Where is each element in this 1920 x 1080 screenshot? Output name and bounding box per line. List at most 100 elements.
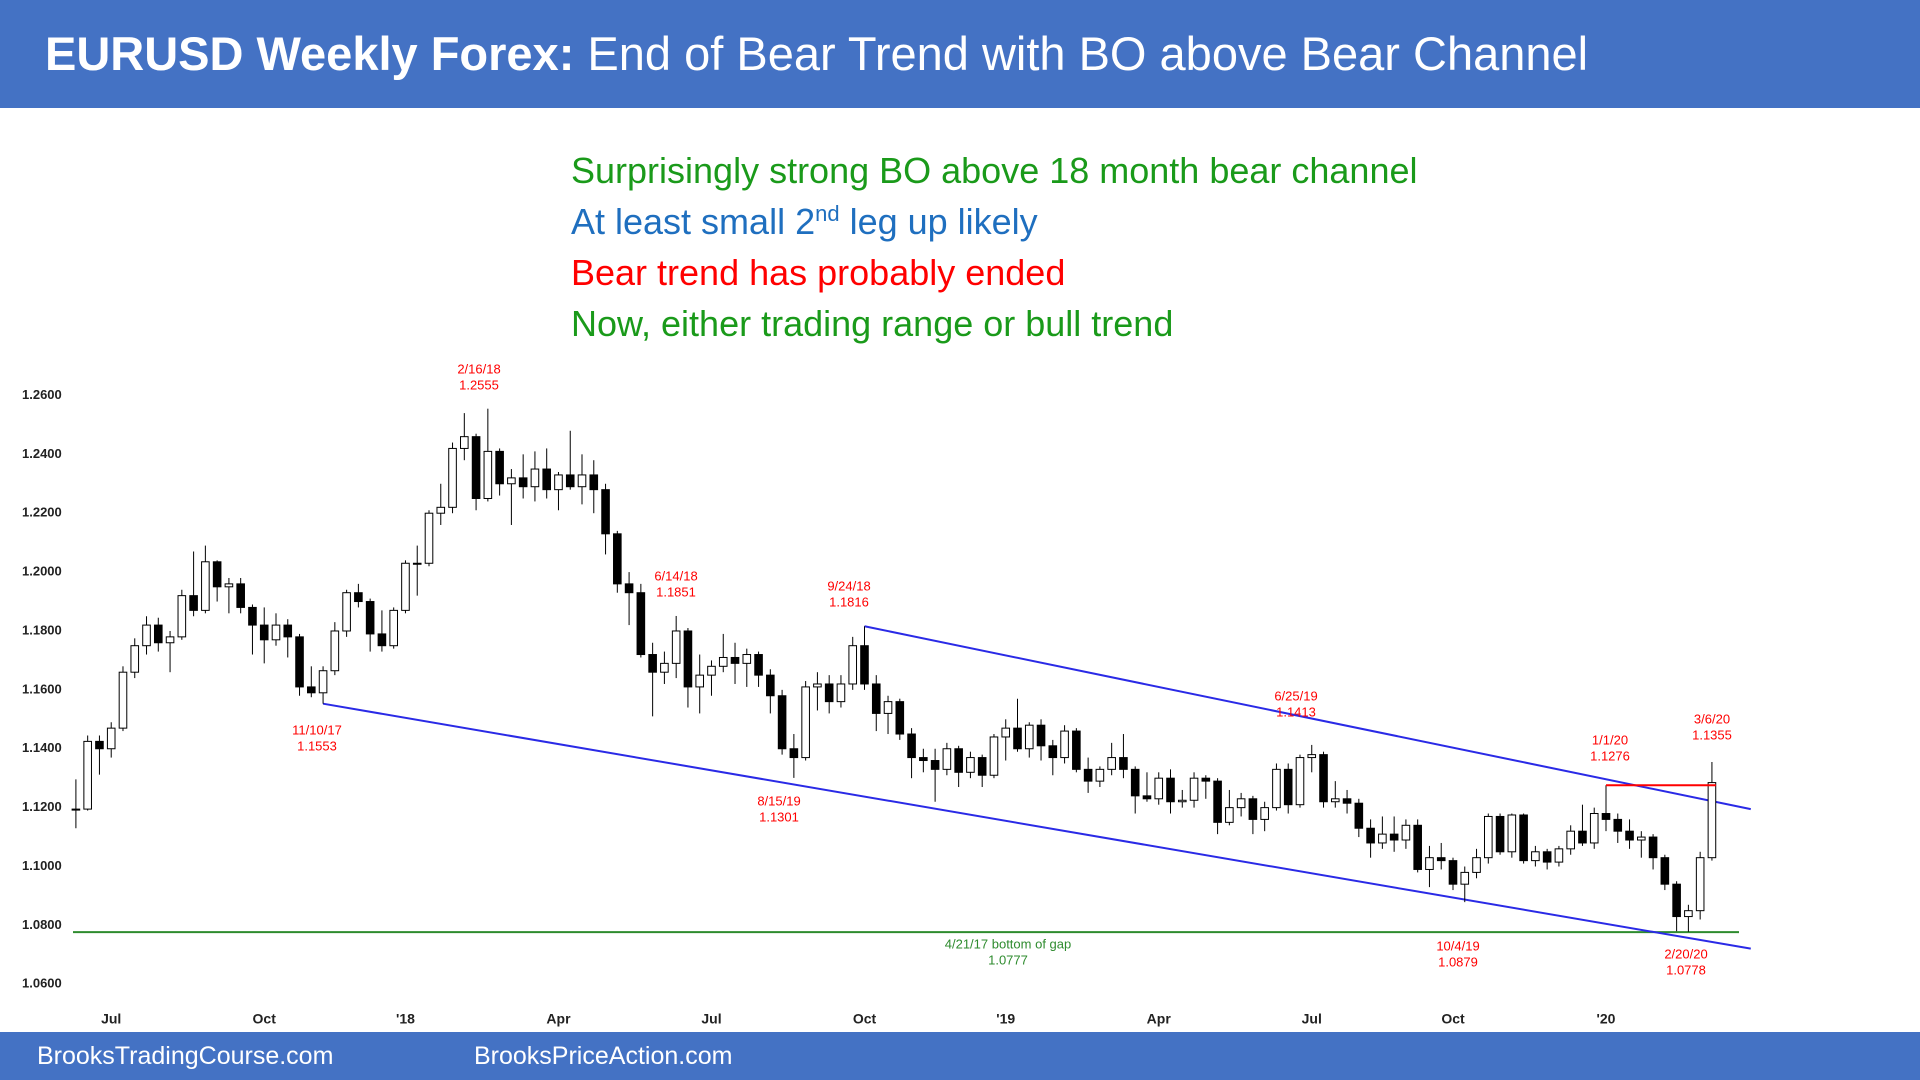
title: EURUSD Weekly Forex: End of Bear Trend w… bbox=[45, 0, 1588, 108]
candle-body bbox=[1389, 833, 1399, 841]
candle-body bbox=[1495, 815, 1505, 853]
header: EURUSD Weekly Forex: End of Bear Trend w… bbox=[0, 0, 1920, 108]
commentary: Surprisingly strong BO above 18 month be… bbox=[571, 145, 1418, 349]
candle-body bbox=[542, 468, 552, 491]
candle-body bbox=[707, 665, 716, 676]
candle-body bbox=[1425, 857, 1434, 870]
gap-value: 1.0777 bbox=[988, 952, 1028, 967]
candle-body bbox=[106, 727, 116, 750]
annotation-value: 1.1851 bbox=[656, 584, 696, 599]
candle-body bbox=[848, 645, 858, 685]
candle-body bbox=[777, 695, 787, 750]
x-tick-label: Apr bbox=[1147, 1011, 1172, 1027]
candle-body bbox=[365, 601, 375, 635]
x-tick-label: Jul bbox=[701, 1011, 721, 1027]
candle-body bbox=[1613, 818, 1623, 832]
candle-body bbox=[613, 533, 622, 585]
candle-body bbox=[1366, 827, 1375, 844]
commentary-line: Now, either trading range or bull trend bbox=[571, 298, 1418, 349]
candle-body bbox=[1060, 730, 1069, 759]
candle-body bbox=[342, 592, 351, 632]
candle-body bbox=[754, 654, 763, 676]
annotation-date: 6/14/18 bbox=[654, 568, 697, 583]
candle-body bbox=[824, 683, 834, 703]
candle-body bbox=[1519, 814, 1528, 862]
candle-body bbox=[483, 450, 493, 499]
channel-lower bbox=[322, 702, 1751, 950]
candle-body bbox=[1401, 824, 1411, 841]
candle-body bbox=[660, 662, 669, 673]
candle-body bbox=[1213, 780, 1222, 823]
candle-body bbox=[1166, 777, 1175, 803]
candle-body bbox=[1248, 798, 1258, 820]
annotation-date: 3/6/20 bbox=[1694, 711, 1730, 726]
candle-body bbox=[1684, 910, 1693, 918]
candle-body bbox=[1378, 833, 1387, 844]
candle-body bbox=[1024, 724, 1034, 750]
footer-left: BrooksTradingCourse.com bbox=[37, 1042, 334, 1070]
candle-body bbox=[636, 592, 646, 656]
annotation-date: 11/10/17 bbox=[292, 722, 342, 737]
candle-body bbox=[589, 474, 599, 491]
candle-body bbox=[1095, 768, 1105, 782]
candle-body bbox=[295, 636, 304, 688]
candle-body bbox=[1154, 777, 1164, 800]
commentary-text: nd bbox=[815, 201, 840, 226]
y-tick-label: 1.1400 bbox=[22, 740, 62, 755]
candle-body bbox=[460, 436, 469, 449]
y-tick-label: 1.2600 bbox=[22, 387, 62, 402]
candle-body bbox=[789, 748, 799, 759]
annotation-date: 1/1/20 bbox=[1592, 732, 1628, 747]
candle-body bbox=[954, 748, 963, 773]
candle-body bbox=[836, 683, 846, 703]
candle-body bbox=[930, 760, 940, 770]
candle-body bbox=[813, 683, 822, 688]
candle-body bbox=[283, 624, 293, 638]
commentary-line: At least small 2nd leg up likely bbox=[571, 196, 1418, 247]
candle-body bbox=[95, 740, 104, 750]
candle-body bbox=[377, 633, 387, 647]
candle-body bbox=[801, 686, 810, 759]
candle-body bbox=[624, 583, 634, 594]
candle-body bbox=[907, 733, 916, 759]
y-tick-label: 1.2200 bbox=[22, 505, 62, 520]
y-tick-label: 1.0800 bbox=[22, 917, 62, 932]
candle-body bbox=[766, 674, 775, 697]
annotation-value: 1.2555 bbox=[459, 377, 499, 392]
candle-body bbox=[718, 656, 728, 667]
candle-body bbox=[307, 686, 316, 694]
candle-body bbox=[1295, 757, 1305, 806]
annotation-value: 1.1816 bbox=[829, 594, 869, 609]
candle-body bbox=[471, 436, 481, 499]
candle-body bbox=[1201, 777, 1211, 782]
title-bold: EURUSD Weekly Forex: bbox=[45, 27, 575, 80]
candle-body bbox=[565, 474, 575, 488]
commentary-text: Bear trend has probably ended bbox=[571, 252, 1066, 293]
candle-body bbox=[1448, 860, 1458, 885]
annotation-date: 2/16/18 bbox=[457, 361, 500, 376]
candle-body bbox=[695, 674, 705, 688]
gap-label: 4/21/17 bottom of gap bbox=[945, 936, 1071, 951]
candle-body bbox=[1307, 754, 1317, 759]
candle-body bbox=[412, 562, 422, 565]
candle-body bbox=[648, 654, 657, 673]
candle-body bbox=[495, 450, 504, 485]
candle-body bbox=[1589, 813, 1599, 844]
y-tick-label: 1.2400 bbox=[22, 446, 62, 461]
annotation-value: 1.1413 bbox=[1276, 704, 1316, 719]
candle-body bbox=[989, 736, 999, 776]
candle-body bbox=[1660, 857, 1670, 885]
candle-body bbox=[530, 468, 540, 488]
candle-body bbox=[259, 624, 269, 641]
candle-body bbox=[577, 474, 587, 488]
candle-body bbox=[436, 506, 446, 514]
candle-body bbox=[1578, 830, 1587, 844]
candle-body bbox=[683, 630, 693, 688]
channel-upper bbox=[864, 625, 1751, 811]
candle-body bbox=[966, 757, 975, 773]
candle-body bbox=[1072, 730, 1081, 770]
annotation-date: 10/4/19 bbox=[1436, 938, 1479, 953]
candle-body bbox=[919, 757, 928, 762]
candle-body bbox=[1648, 836, 1658, 859]
